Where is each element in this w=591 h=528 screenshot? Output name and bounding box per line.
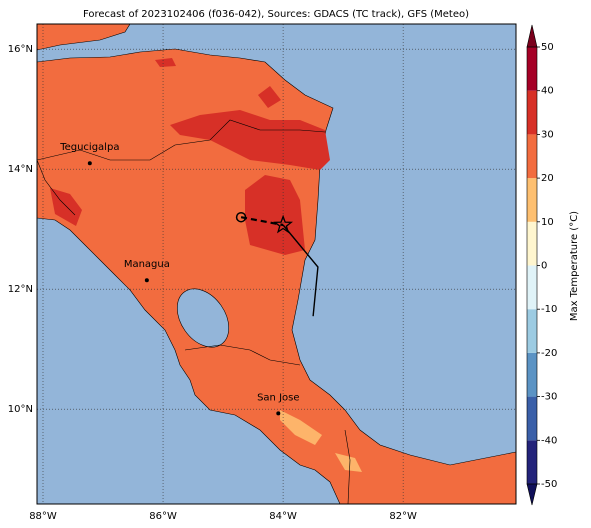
colorbar-segment	[527, 134, 537, 179]
border	[184, 344, 301, 366]
colorbar-segment	[527, 396, 537, 441]
map-frame	[36, 23, 517, 505]
land	[37, 24, 131, 51]
x-tick-label: 84°W	[269, 511, 297, 522]
colorbar-label: Max Temperature (°C)	[569, 211, 580, 321]
border	[344, 429, 351, 504]
warm-region	[245, 175, 305, 255]
colorbar-segment	[527, 90, 537, 135]
city-label: San Jose	[257, 392, 299, 403]
y-tick-label: 12°N	[8, 284, 33, 295]
colorbar-tick-label: -30	[541, 392, 557, 403]
colorbar-tick-label: -20	[541, 348, 557, 359]
warm-region	[170, 110, 330, 170]
lake	[176, 288, 230, 348]
colorbar-segment	[527, 440, 537, 484]
colorbar-tick-label: 50	[541, 42, 554, 53]
border	[37, 119, 326, 161]
colorbar-segment	[527, 309, 537, 353]
colorbar-tick-label: -50	[541, 479, 557, 490]
colorbar-tick-label: 30	[541, 129, 554, 140]
city-dot	[87, 161, 92, 166]
colorbar-segment	[527, 47, 537, 91]
storm-position	[273, 214, 293, 234]
border	[37, 159, 76, 216]
overlay: Tegucigalpa Managua San Jose	[37, 24, 516, 504]
colorbar-segment	[527, 178, 537, 222]
colorbar-tick-label: 40	[541, 86, 554, 97]
mild-region	[335, 453, 362, 472]
y-tick-label: 16°N	[8, 44, 33, 55]
colorbar-under	[526, 483, 538, 506]
city-dot	[276, 411, 281, 416]
colorbar-tick-label: 10	[541, 217, 554, 228]
colorbar-tick-label: 0	[541, 261, 547, 272]
colorbar-segment	[527, 265, 537, 310]
colorbar-tick-label: -10	[541, 304, 557, 315]
colorbar-segment	[527, 352, 537, 397]
city-dot	[144, 278, 149, 283]
colorbar-segment	[527, 221, 537, 266]
x-tick-label: 88°W	[29, 511, 57, 522]
colorbar-over	[526, 24, 538, 48]
city-label: Managua	[124, 259, 170, 270]
mild-region	[280, 410, 322, 445]
x-tick-label: 86°W	[149, 511, 177, 522]
city-label: Tegucigalpa	[59, 142, 119, 153]
colorbar-tick-label: -40	[541, 435, 557, 446]
warm-region	[258, 86, 281, 108]
x-tick-label: 82°W	[389, 511, 417, 522]
track-start	[235, 211, 247, 223]
land-layer	[37, 24, 516, 504]
warm-region	[155, 58, 176, 67]
land	[37, 48, 516, 504]
colorbar-tick-label: 20	[541, 173, 554, 184]
y-tick-label: 10°N	[8, 404, 33, 415]
y-tick-label: 14°N	[8, 164, 33, 175]
track	[282, 224, 319, 317]
map-title: Forecast of 2023102406 (f036-042), Sourc…	[83, 9, 469, 20]
